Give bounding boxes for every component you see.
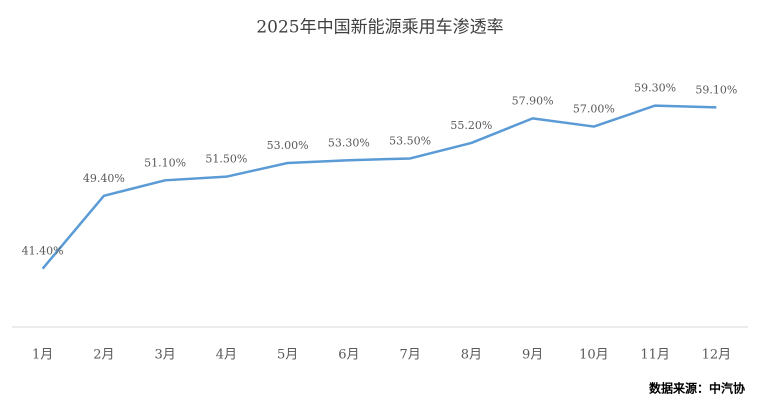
data-label: 41.40% <box>22 245 64 258</box>
data-label: 55.20% <box>450 119 492 132</box>
source-note: 数据来源：中汽协 <box>649 381 745 396</box>
x-tick-label: 10月 <box>579 348 609 363</box>
chart-title: 2025年中国新能源乘用车渗透率 <box>256 18 503 38</box>
data-label: 51.10% <box>144 156 186 169</box>
x-tick-label: 9月 <box>522 348 543 363</box>
data-label: 49.40% <box>83 172 125 185</box>
x-tick-label: 3月 <box>154 348 175 363</box>
data-label: 53.00% <box>267 139 309 152</box>
data-label: 53.50% <box>389 134 431 147</box>
x-tick-label: 11月 <box>640 348 670 363</box>
x-tick-label: 1月 <box>32 348 53 363</box>
data-label: 51.50% <box>205 153 247 166</box>
x-tick-label: 5月 <box>277 348 298 363</box>
data-label: 53.30% <box>328 136 370 149</box>
data-label: 57.90% <box>512 94 554 107</box>
x-tick-label: 6月 <box>338 348 359 363</box>
data-label: 57.00% <box>573 103 615 116</box>
data-line <box>41 104 717 270</box>
data-label: 59.10% <box>695 83 737 96</box>
x-tick-label: 8月 <box>461 348 482 363</box>
data-label: 59.30% <box>634 82 676 95</box>
x-tick-label: 4月 <box>216 348 237 363</box>
x-tick-label: 2月 <box>93 348 114 363</box>
x-tick-label: 12月 <box>702 348 732 363</box>
x-tick-label: 7月 <box>399 348 420 363</box>
